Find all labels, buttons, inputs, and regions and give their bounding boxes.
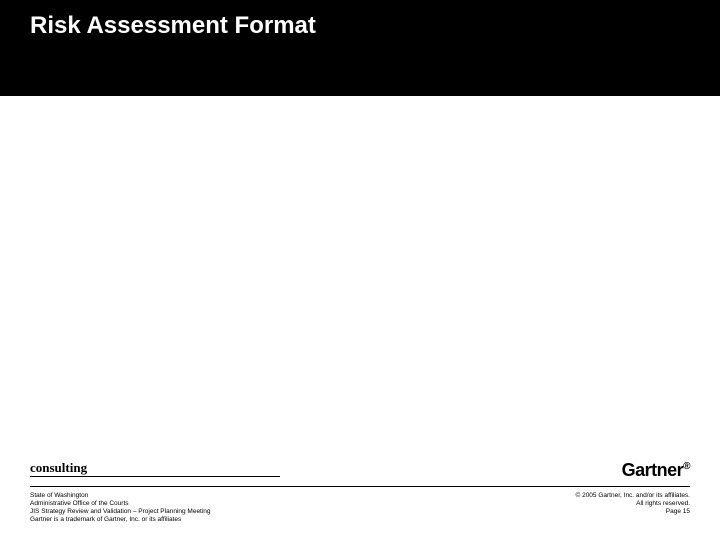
footer-right-line1: © 2005 Gartner, Inc. and/or its affiliat… bbox=[575, 492, 690, 500]
footer-right: © 2005 Gartner, Inc. and/or its affiliat… bbox=[575, 492, 690, 516]
footer-left: State of Washington Administrative Offic… bbox=[30, 492, 211, 525]
footer-left-line3: JIS Strategy Review and Validation – Pro… bbox=[30, 508, 211, 516]
gartner-logo-dot: ® bbox=[683, 461, 690, 472]
footer-rule bbox=[30, 486, 690, 487]
gartner-logo: Gartner® bbox=[622, 460, 690, 481]
footer-left-line1: State of Washington bbox=[30, 492, 211, 500]
consulting-underline bbox=[30, 476, 280, 477]
slide-title: Risk Assessment Format bbox=[30, 12, 316, 40]
footer-right-line2: All rights reserved. bbox=[575, 500, 690, 508]
slide: Risk Assessment Format consulting Gartne… bbox=[0, 0, 720, 540]
footer-left-line4: Gartner is a trademark of Gartner, Inc. … bbox=[30, 516, 211, 524]
gartner-logo-text: Gartner bbox=[622, 460, 684, 480]
footer-left-line2: Administrative Office of the Courts bbox=[30, 500, 211, 508]
footer-right-line3: Page 15 bbox=[575, 508, 690, 516]
consulting-label: consulting bbox=[30, 460, 87, 476]
